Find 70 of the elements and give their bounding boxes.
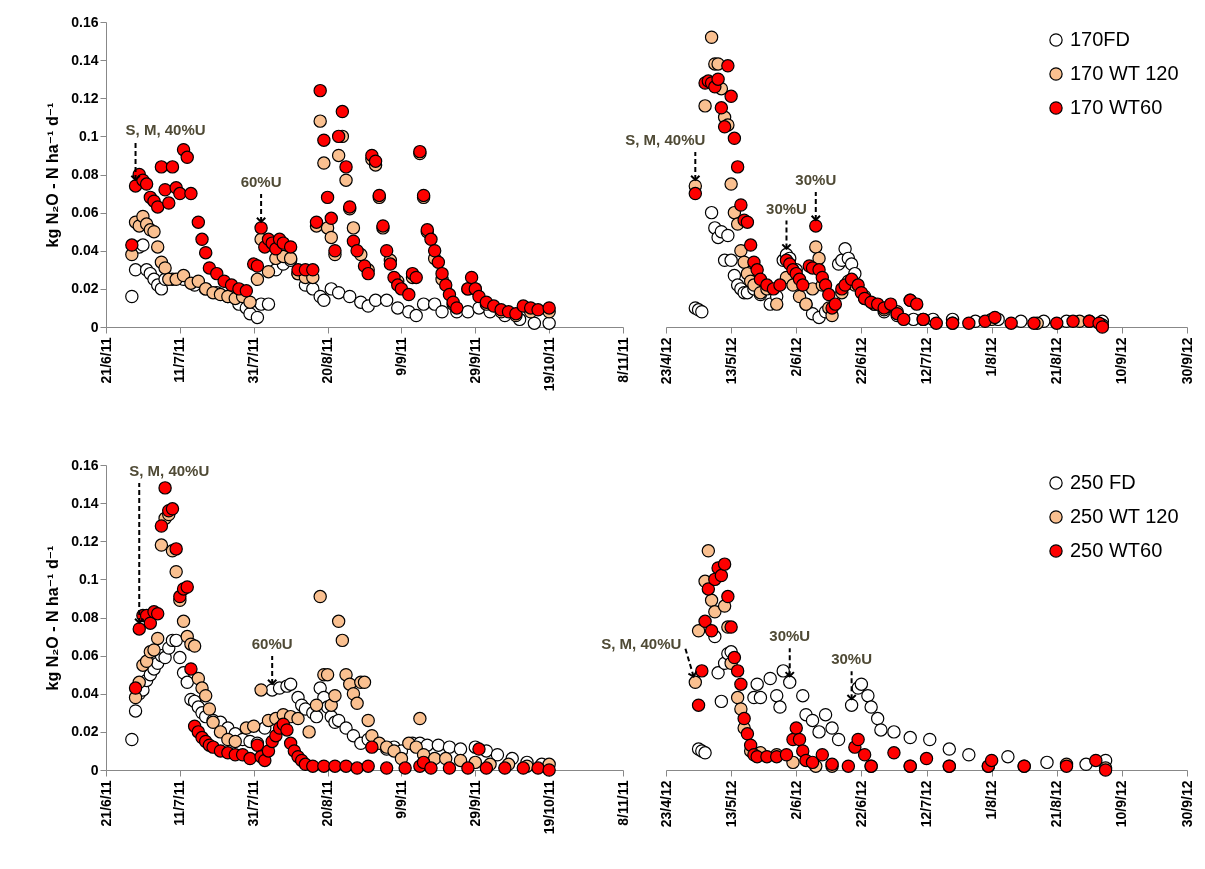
x-tick-label: 20/8/11 [319, 780, 336, 827]
annotation: S, M, 40%U [625, 130, 706, 148]
y-tick-label: 0.04 [71, 242, 99, 259]
x-tick-label: 9/9/11 [392, 780, 409, 819]
y-tick-label: 0 [90, 761, 99, 778]
annotation: S, M, 40%U [129, 461, 210, 479]
y-tick-label: 0.16 [71, 456, 99, 473]
y-tick-label: 0.12 [71, 532, 99, 549]
x-tick-label: 23/4/12 [657, 780, 674, 828]
x-tick-label: 2/6/12 [787, 337, 804, 377]
x-tick-label: 8/11/11 [614, 780, 631, 826]
x-tick-label: 11/7/11 [171, 780, 188, 826]
legend-label: 250 WT60 [1070, 539, 1163, 561]
y-tick-label: 0.1 [79, 127, 99, 144]
y-tick-label: 0.04 [71, 685, 99, 702]
x-tick-label: 10/9/12 [1113, 780, 1130, 828]
y-axis-title: kg N₂O - N ha⁻¹ d⁻¹ [44, 102, 62, 248]
y-tick-label: 0.02 [71, 723, 99, 740]
annotation: 30%U [766, 199, 807, 217]
x-tick-label: 22/6/12 [852, 780, 869, 828]
x-tick-label: 20/8/11 [319, 337, 336, 384]
x-tick-label: 21/8/12 [1048, 337, 1065, 385]
x-tick-label: 13/5/12 [722, 780, 739, 828]
x-tick-label: 10/9/12 [1113, 337, 1130, 385]
legend-label: 170 WT60 [1070, 96, 1163, 118]
x-tick-label: 19/10/11 [540, 780, 557, 835]
y-tick-label: 0.1 [79, 570, 99, 587]
x-tick-label: 21/8/12 [1048, 780, 1065, 828]
x-tick-label: 31/7/11 [245, 337, 262, 384]
x-tick-label: 19/10/11 [540, 337, 557, 392]
x-tick-label: 31/7/11 [245, 780, 262, 827]
annotation: 30%U [795, 170, 837, 188]
legend-label: 250 FD [1070, 471, 1136, 493]
y-tick-label: 0.08 [71, 166, 99, 182]
annotation: 60%U [251, 634, 293, 652]
annotation: S, M, 40%U [601, 635, 682, 653]
y-tick-label: 0.12 [71, 89, 99, 106]
x-tick-label: 12/7/12 [918, 780, 934, 828]
y-tick-label: 0.08 [71, 609, 99, 625]
x-tick-label: 8/11/11 [614, 337, 631, 383]
x-tick-label: 2/6/12 [787, 780, 804, 820]
x-tick-label: 29/9/11 [466, 337, 483, 384]
x-tick-label: 21/6/11 [97, 337, 114, 384]
x-tick-label: 1/8/12 [983, 337, 1000, 377]
legend-label: 250 WT 120 [1070, 505, 1179, 527]
x-tick-label: 12/7/12 [918, 337, 934, 385]
x-tick-label: 1/8/12 [983, 780, 1000, 820]
y-tick-label: 0.06 [71, 647, 99, 664]
x-tick-label: 13/5/12 [722, 337, 739, 385]
y-tick-label: 0.06 [71, 204, 99, 221]
x-tick-label: 21/6/11 [97, 780, 114, 827]
y-tick-label: 0.02 [71, 280, 99, 297]
legend-label: 170 WT 120 [1070, 62, 1179, 84]
x-tick-label: 29/9/11 [466, 780, 483, 827]
annotation: 30%U [769, 627, 811, 645]
annotation: 30%U [831, 650, 873, 668]
y-tick-label: 0 [90, 318, 99, 335]
y-tick-label: 0.14 [71, 494, 99, 511]
x-tick-label: 30/9/12 [1178, 337, 1195, 385]
x-tick-label: 11/7/11 [171, 337, 188, 383]
x-tick-label: 23/4/12 [657, 337, 674, 385]
annotation: 60%U [240, 172, 282, 190]
x-tick-label: 30/9/12 [1178, 780, 1195, 828]
y-axis-title: kg N₂O - N ha⁻¹ d⁻¹ [44, 545, 62, 691]
y-tick-label: 0.16 [71, 13, 99, 30]
x-tick-label: 22/6/12 [852, 337, 869, 385]
legend-label: 170FD [1070, 28, 1131, 50]
y-tick-label: 0.14 [71, 51, 99, 68]
x-tick-label: 9/9/11 [392, 337, 409, 376]
annotation: S, M, 40%U [125, 120, 206, 138]
